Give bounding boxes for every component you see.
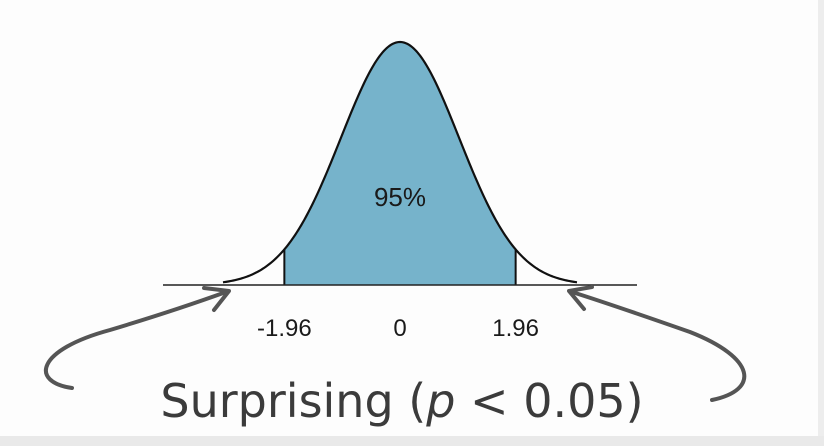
- tick-label: 0: [393, 315, 406, 342]
- annotation-text-after: < 0.05): [455, 374, 643, 428]
- tick-label: -1.96: [257, 315, 312, 342]
- normal-curve: [222, 40, 578, 284]
- shaded-percent-label: 95%: [374, 182, 426, 212]
- left-arrowhead: [202, 286, 231, 312]
- surprising-annotation: Surprising (p < 0.05): [160, 374, 643, 428]
- bottom-band: [0, 436, 824, 446]
- left-arrow: [43, 290, 228, 390]
- right-arrow: [570, 290, 747, 402]
- right-arrowhead: [567, 285, 594, 311]
- tick-label: 1.96: [492, 315, 539, 342]
- shaded-area-95: [284, 42, 516, 285]
- annotation-text-before: Surprising (: [160, 374, 426, 428]
- annotation-p-italic: p: [425, 374, 455, 428]
- window-edge: [818, 0, 824, 446]
